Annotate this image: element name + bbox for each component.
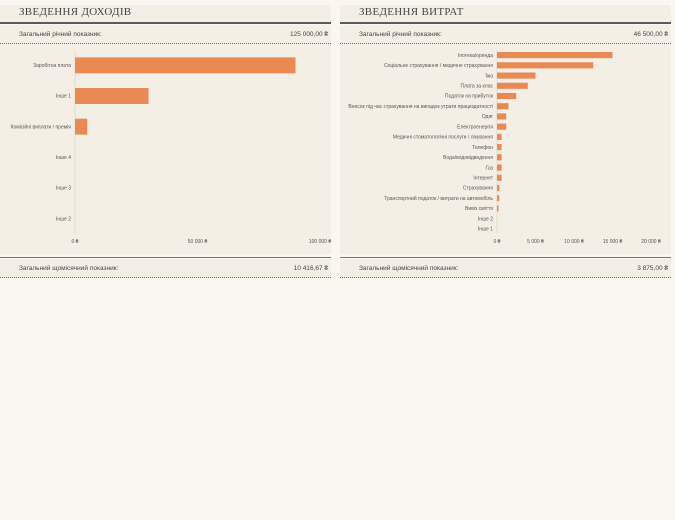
expense-bar: [497, 82, 528, 89]
income-annual-row: Загальний річний показник: 125 000,00 ₴: [0, 25, 331, 43]
expense-bar: [497, 113, 507, 120]
income-divider-mid: [0, 257, 331, 258]
income-monthly-label: Загальний щомісячний показник:: [19, 265, 119, 272]
income-divider-top: [0, 43, 331, 44]
expense-monthly-value: 3 875,00 ₴: [637, 265, 668, 272]
expense-monthly-label: Загальний щомісячний показник:: [359, 265, 459, 272]
expense-bar: [497, 154, 502, 161]
income-category-label: Інше 1: [56, 94, 71, 100]
expense-divider-bottom: [340, 277, 671, 278]
expense-category-label: Транспортний податок / витрати на автомо…: [384, 195, 493, 202]
expense-tick-label: 5 000 ₴: [527, 239, 544, 245]
expense-bar: [497, 103, 509, 110]
expense-bar: [497, 123, 507, 130]
income-chart-area: Заробітна плата Інше 1 Комісійні виплати /…: [0, 44, 331, 254]
expense-bar: [497, 174, 502, 181]
income-category-label: Комісійні виплати / премія: [11, 123, 72, 130]
expense-divider-mid: [340, 257, 671, 258]
income-divider-bottom: [0, 277, 331, 278]
expense-bar: [497, 52, 613, 59]
expense-annual-label: Загальний річний показник:: [359, 31, 442, 38]
income-bar: [75, 57, 296, 74]
expense-bar: [497, 164, 502, 171]
income-title: ЗВЕДЕННЯ ДОХОДІВ: [19, 6, 132, 18]
expense-category-label: Телефон: [472, 145, 493, 151]
expense-category-label: Газ: [486, 165, 494, 171]
expense-category-label: Електроенергія: [457, 124, 493, 130]
income-category-label: Інше 3: [56, 186, 71, 192]
expense-category-label: Вода/водовідведення: [443, 155, 493, 161]
expense-bar: [497, 184, 500, 192]
income-category-label: Інше 2: [56, 216, 71, 222]
expense-summary-panel: ЗВЕДЕННЯ ВИТРАТ Загальний річний показни…: [340, 0, 671, 280]
income-annual-label: Загальний річний показник:: [19, 31, 102, 38]
expense-category-label: Іпотека/оренда: [458, 53, 493, 59]
expense-category-label: Їжа: [485, 72, 493, 79]
income-category-label: Інше 4: [56, 155, 71, 161]
expense-bar-chart: Іпотека/оренда Соціальне страхування / ме…: [348, 50, 661, 245]
expense-category-label: Плата за клас: [461, 83, 494, 89]
expense-category-label: Соціальне страхування / медичне страхува…: [384, 63, 493, 69]
expense-chart-area: Іпотека/оренда Соціальне страхування / ме…: [340, 44, 671, 254]
expense-bar: [497, 92, 517, 100]
income-tick-label: 50 000 ₴: [188, 239, 208, 245]
income-annual-value: 125 000,00 ₴: [290, 31, 328, 38]
expense-tick-label: 0 ₴: [494, 239, 501, 245]
income-summary-panel: ЗВЕДЕННЯ ДОХОДІВ Загальний річний показн…: [0, 0, 331, 280]
expense-category-label: Інтернет: [473, 175, 493, 181]
expense-category-label: Податок на прибуток: [445, 94, 494, 100]
expense-category-label: Вивіз сміття: [465, 206, 493, 212]
income-title-bar: ЗВЕДЕННЯ ДОХОДІВ: [0, 5, 331, 24]
income-tick-label: 0 ₴: [72, 239, 79, 245]
expense-title: ЗВЕДЕННЯ ВИТРАТ: [359, 6, 464, 18]
expense-category-label: Внесок під час страхування на випадок ут…: [348, 104, 493, 110]
expense-bar: [497, 133, 502, 140]
expense-bar: [497, 144, 502, 151]
expense-bar: [497, 72, 536, 79]
income-bar: [75, 88, 149, 104]
expense-tick-label: 15 000 ₴: [603, 239, 623, 245]
income-bar: [75, 118, 88, 135]
expense-category-label: Медичні стоматологічні послуги / лікуван…: [393, 135, 493, 141]
expense-category-label: Інше 1: [478, 227, 493, 233]
income-category-label: Заробітна плата: [33, 63, 71, 69]
expense-tick-label: 20 000 ₴: [641, 239, 661, 245]
expense-tick-label: 10 000 ₴: [564, 239, 584, 245]
expense-bar: [497, 205, 499, 212]
expense-annual-row: Загальний річний показник: 46 500,00 ₴: [340, 25, 671, 43]
expense-bar: [497, 195, 500, 202]
expense-category-label: Інше 2: [478, 216, 493, 222]
expense-divider-top: [340, 43, 671, 44]
expense-category-label: Одяг: [482, 114, 493, 120]
expense-monthly-row: Загальний щомісячний показник: 3 875,00 …: [340, 259, 671, 277]
income-bar-chart: Заробітна плата Інше 1 Комісійні виплати /…: [11, 50, 331, 245]
income-tick-label: 100 000 ₴: [309, 239, 331, 245]
expense-annual-value: 46 500,00 ₴: [633, 31, 668, 38]
expense-bar: [497, 62, 594, 69]
income-monthly-value: 10 416,67 ₴: [293, 265, 328, 272]
expense-title-bar: ЗВЕДЕННЯ ВИТРАТ: [340, 5, 671, 24]
income-monthly-row: Загальний щомісячний показник: 10 416,67…: [0, 259, 331, 277]
expense-category-label: Страхування: [463, 186, 493, 192]
